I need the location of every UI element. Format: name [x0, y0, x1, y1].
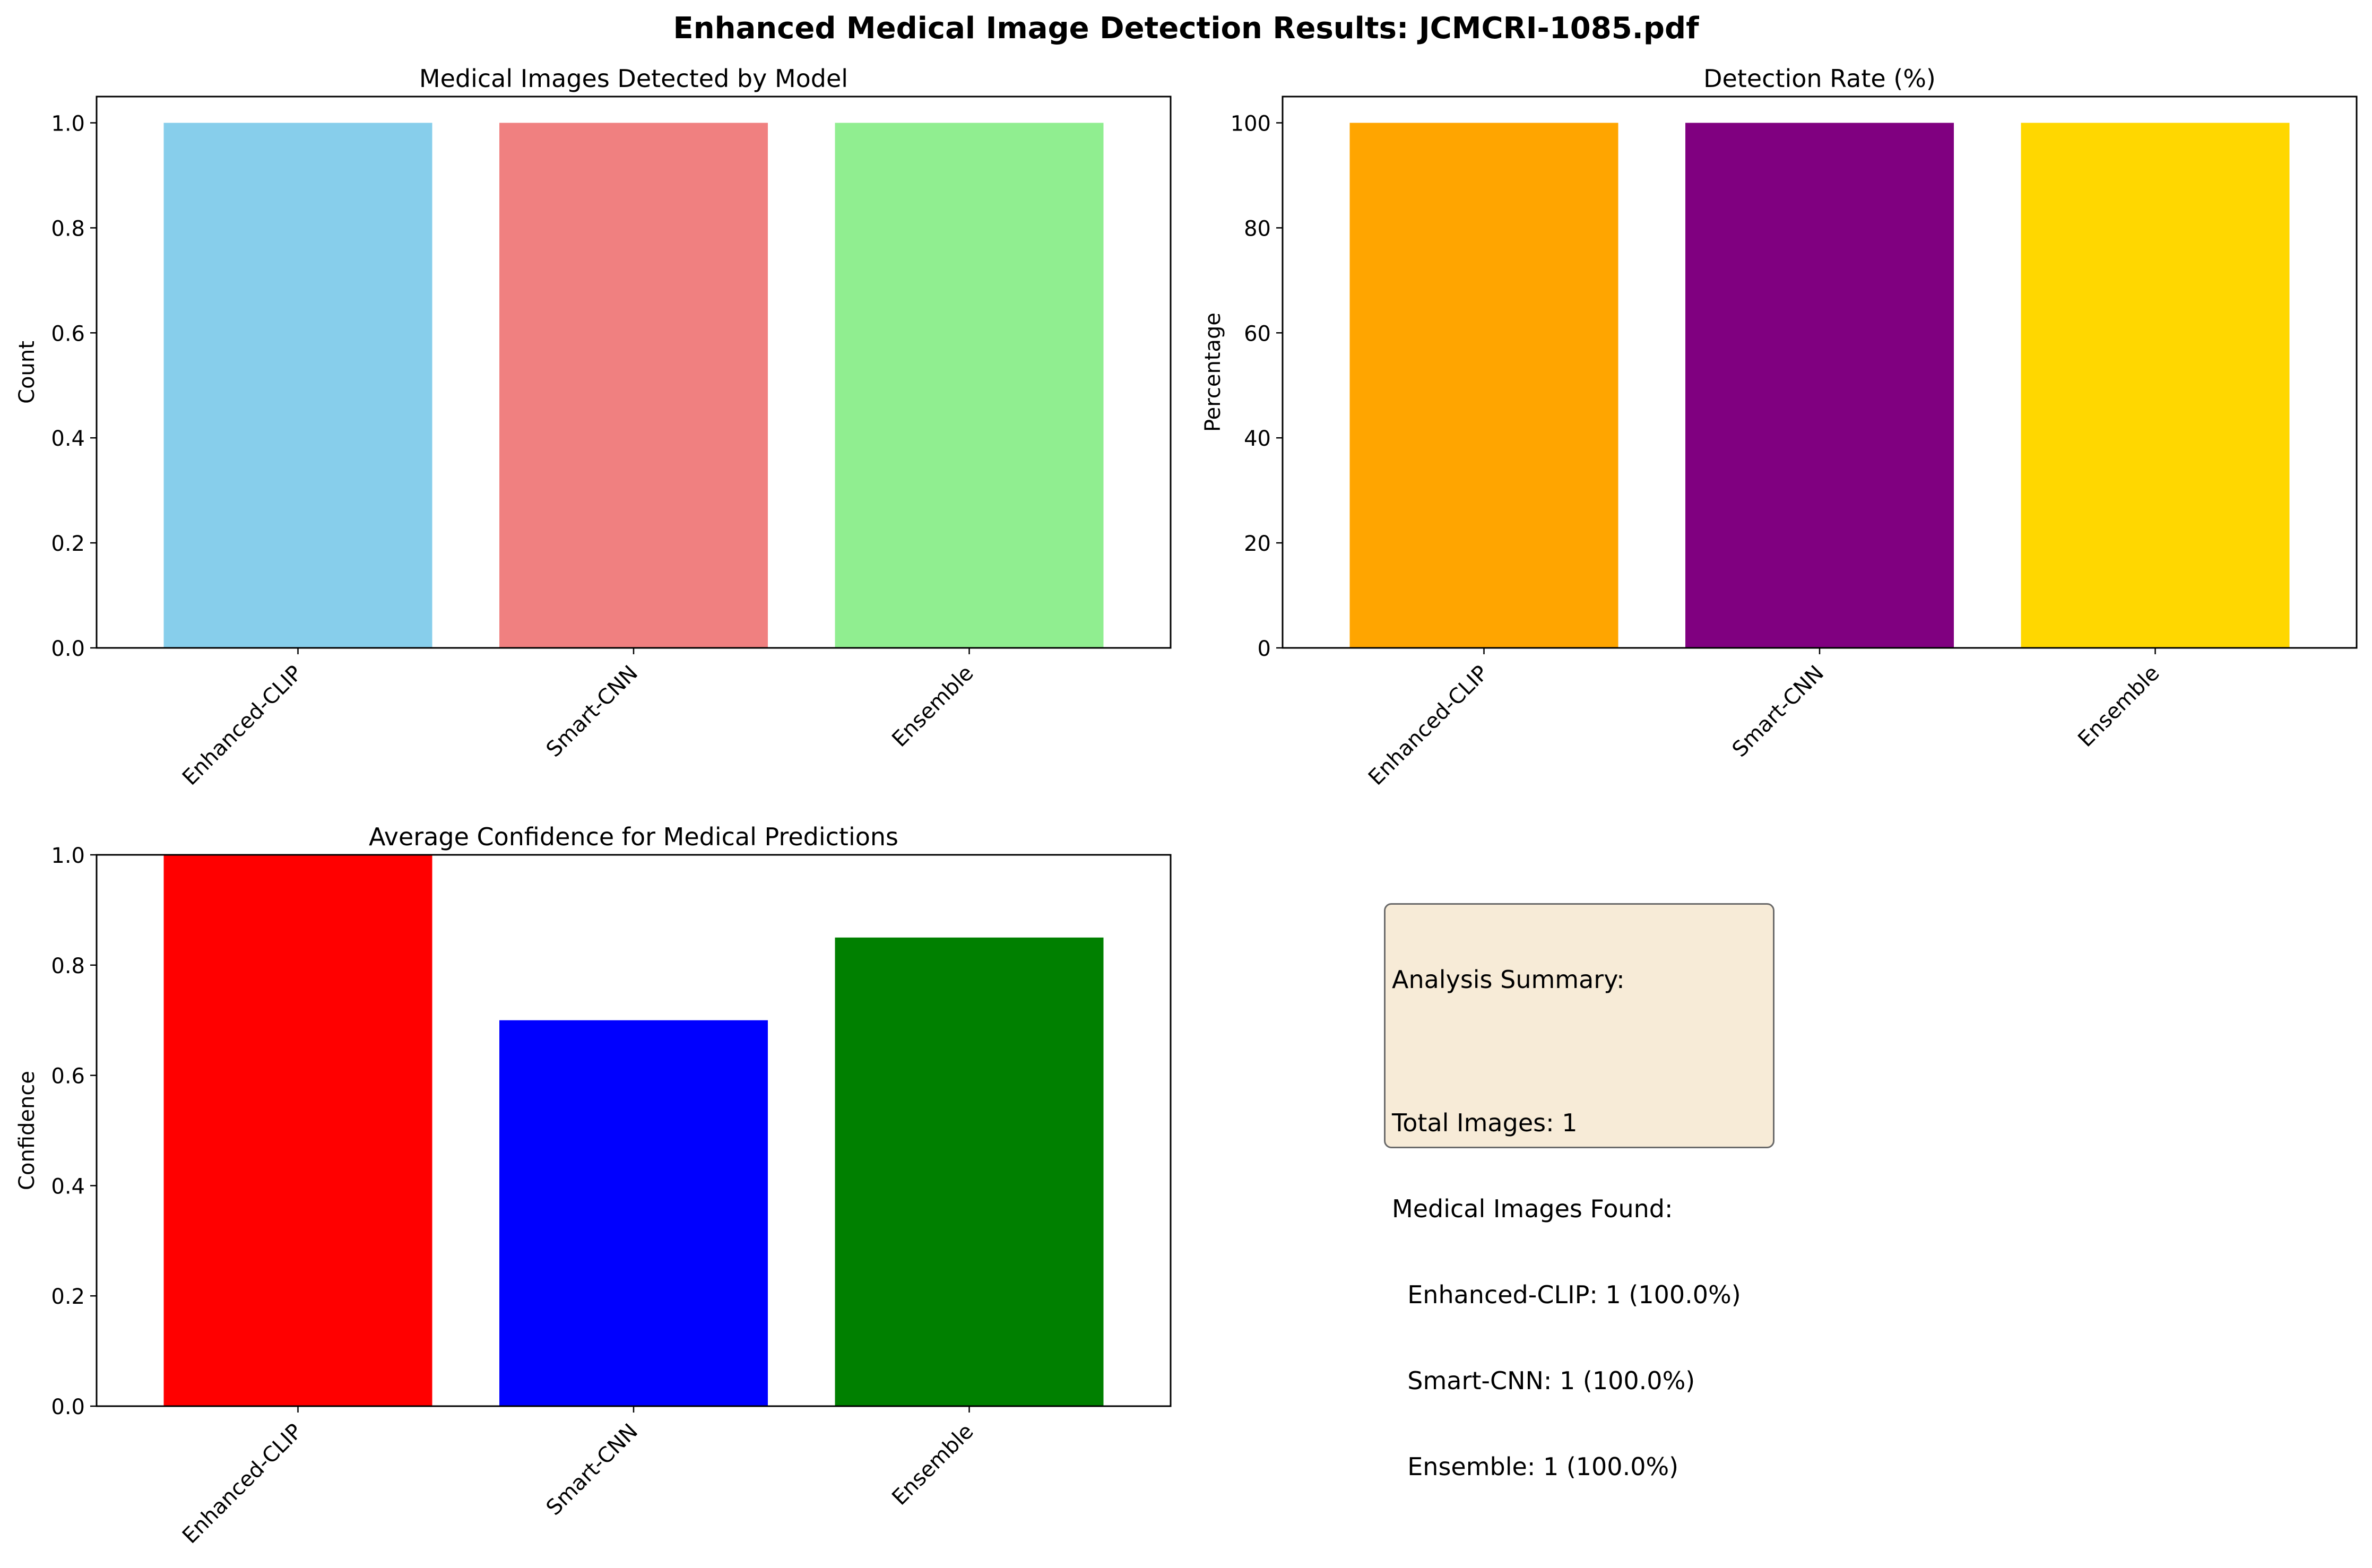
y-tick-label: 0.2 [51, 532, 85, 556]
chart-title: Detection Rate (%) [1703, 64, 1936, 93]
x-tick-label: Ensemble [887, 1419, 978, 1510]
x-tick-label: Smart-CNN [542, 1419, 643, 1520]
bar [1349, 123, 1618, 648]
y-tick-label: 0.6 [51, 322, 85, 346]
y-tick-label: 0.4 [51, 1174, 85, 1199]
y-tick-label: 0.6 [51, 1064, 85, 1089]
bar [835, 123, 1104, 648]
summary-line: Enhanced-CLIP: 1 (100.0%) [1392, 1280, 1741, 1309]
summary-line: Total Images: 1 [1392, 1108, 1578, 1137]
bar [2021, 123, 2290, 648]
summary-line: Medical Images Found: [1392, 1194, 1673, 1223]
y-tick-label: 0.4 [51, 427, 85, 451]
x-tick-label: Enhanced-CLIP [178, 661, 307, 791]
y-tick-label: 0.0 [51, 1395, 85, 1419]
y-tick-label: 0 [1258, 637, 1271, 661]
x-tick-label: Smart-CNN [542, 661, 643, 762]
bar [835, 937, 1104, 1406]
summary-line: Ensemble: 1 (100.0%) [1392, 1452, 1679, 1481]
y-tick-label: 1.0 [51, 111, 85, 136]
bar [1685, 123, 1954, 648]
chart-title: Medical Images Detected by Model [419, 64, 848, 93]
summary-line: Analysis Summary: [1392, 965, 1625, 994]
figure-title: Enhanced Medical Image Detection Results… [673, 11, 1700, 46]
x-tick-label: Ensemble [2073, 661, 2164, 752]
y-tick-label: 1.0 [51, 844, 85, 868]
bar [163, 123, 432, 648]
bar [163, 855, 432, 1406]
y-tick-label: 40 [1244, 427, 1271, 451]
y-axis-label: Confidence [15, 1071, 39, 1190]
analysis-summary-box: Analysis Summary: Total Images: 1 Medica… [1384, 903, 1774, 1481]
x-tick-label: Ensemble [887, 661, 978, 752]
x-tick-label: Smart-CNN [1728, 661, 1829, 762]
y-axis-label: Percentage [1201, 313, 1225, 432]
y-tick-label: 100 [1231, 111, 1271, 136]
y-tick-label: 0.8 [51, 954, 85, 978]
y-tick-label: 80 [1244, 216, 1271, 241]
y-tick-label: 0.0 [51, 637, 85, 661]
x-tick-label: Enhanced-CLIP [178, 1419, 307, 1549]
y-tick-label: 0.2 [51, 1285, 85, 1309]
y-tick-label: 20 [1244, 532, 1271, 556]
bar [499, 123, 768, 648]
chart-title: Average Confidence for Medical Predictio… [369, 822, 898, 851]
y-tick-label: 0.8 [51, 216, 85, 241]
bar [499, 1020, 768, 1406]
y-tick-label: 60 [1244, 322, 1271, 346]
x-tick-label: Enhanced-CLIP [1364, 661, 1493, 791]
y-axis-label: Count [15, 341, 39, 404]
summary-line: Smart-CNN: 1 (100.0%) [1392, 1366, 1695, 1395]
